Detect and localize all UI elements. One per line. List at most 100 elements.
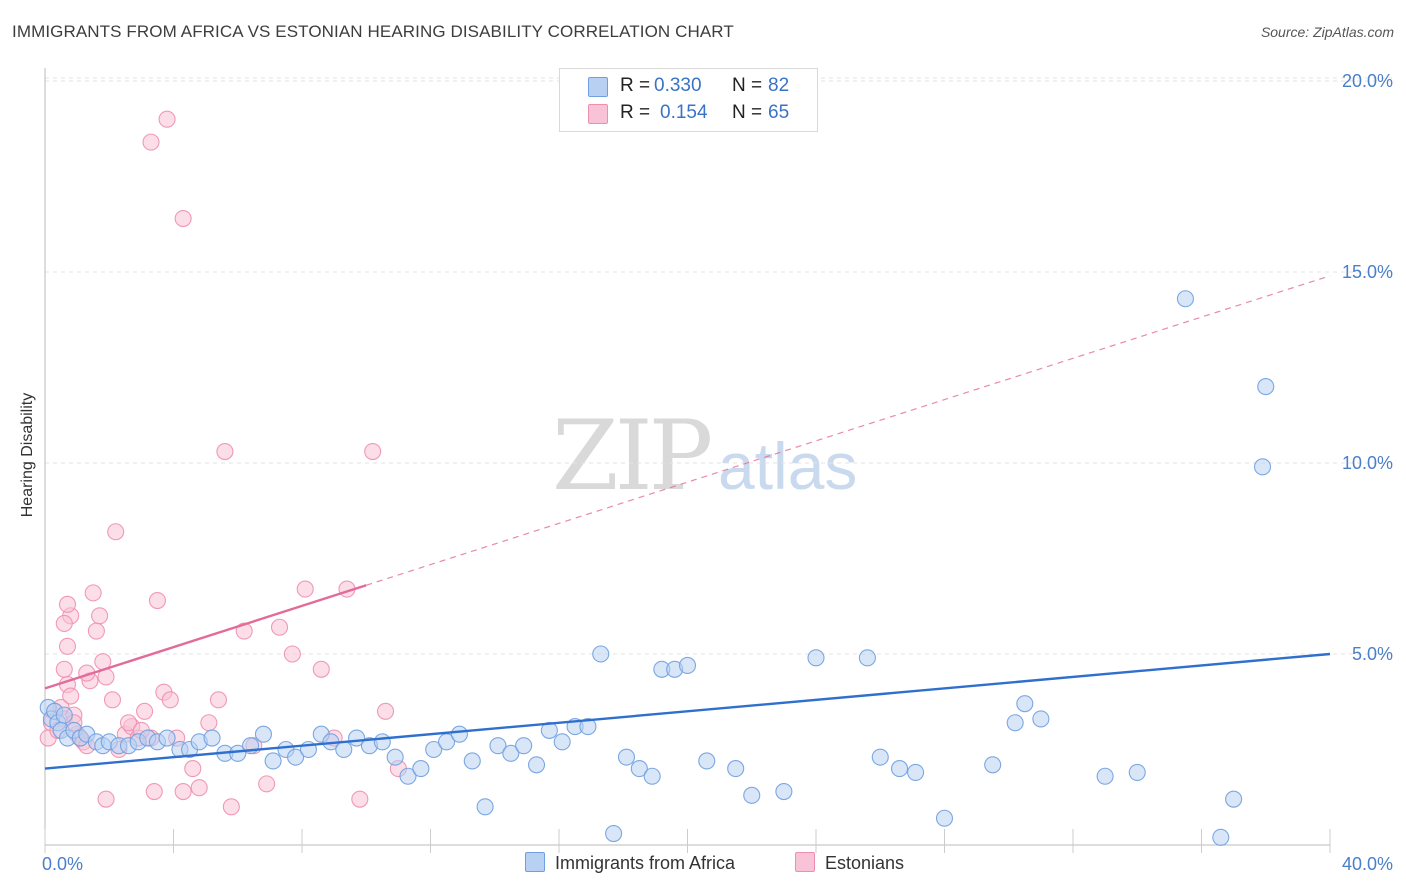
legend-item-estonians: Estonians (795, 852, 904, 876)
estonian-point (200, 714, 218, 732)
africa-point (1032, 710, 1050, 728)
estonian-point (216, 442, 234, 461)
africa-point (373, 733, 391, 751)
africa-point (871, 748, 889, 766)
y-tick-label: 10.0% (1342, 453, 1393, 473)
africa-point (1225, 790, 1243, 808)
y-tick-label: 5.0% (1352, 644, 1393, 664)
estonian-point (174, 782, 192, 801)
africa-point (1016, 695, 1034, 713)
africa-point (425, 740, 443, 759)
africa-point (412, 760, 430, 778)
estonian-point (364, 442, 382, 461)
africa-point (678, 656, 697, 675)
chart-title: IMMIGRANTS FROM AFRICA VS ESTONIAN HEARI… (12, 22, 734, 41)
estonian-point (376, 702, 395, 720)
estonian-point (190, 779, 208, 797)
legend-swatch-estonians (795, 852, 815, 872)
africa-point (1257, 378, 1275, 396)
y-tick-label: 20.0% (1342, 71, 1393, 91)
africa-point (617, 748, 636, 766)
x-tick-label: 0.0% (42, 854, 83, 874)
africa-point (775, 782, 793, 801)
legend-r-label: R = (620, 102, 651, 123)
estonian-point (103, 691, 122, 709)
estonian-point (107, 523, 125, 541)
estonian-point (142, 133, 160, 151)
legend-swatch-africa (525, 852, 545, 872)
estonian-trendline-solid (44, 584, 367, 690)
africa-point (592, 645, 610, 663)
estonian-point (283, 645, 301, 663)
estonian-point (58, 637, 77, 655)
estonian-point (209, 691, 228, 709)
africa-point (579, 718, 597, 736)
estonian-point (97, 790, 115, 808)
africa-point (399, 767, 417, 785)
estonian-point (84, 584, 102, 602)
source-credit: Source: ZipAtlas.com (1260, 24, 1394, 40)
legend-label-africa: Immigrants from Africa (555, 853, 736, 873)
legend-n-label: N = (732, 102, 763, 123)
africa-point (515, 737, 533, 755)
africa-point (450, 725, 468, 743)
africa-point (1253, 458, 1272, 476)
africa-point (698, 752, 716, 770)
estonian-point (184, 760, 202, 778)
estonian-point (258, 775, 276, 793)
africa-point (203, 729, 221, 747)
estonian-point (55, 660, 73, 678)
estonian-point (158, 110, 176, 128)
africa-point (254, 725, 273, 743)
estonian-point (62, 687, 80, 705)
legend-r-value: 0.330 (654, 75, 702, 96)
africa-point (476, 798, 494, 816)
africa-point (807, 649, 825, 667)
stats-legend: R = 0.330 N = 82 R = 0.154 N = 65 (559, 68, 818, 132)
legend-swatch-blue (588, 77, 608, 97)
africa-point (540, 721, 558, 739)
y-tick-label: 15.0% (1342, 262, 1393, 282)
africa-trendline (44, 652, 1331, 770)
africa-point (1006, 714, 1024, 732)
africa-point (1212, 828, 1230, 846)
africa-point (643, 767, 661, 785)
estonian-point (235, 622, 253, 640)
africa-point (1176, 290, 1194, 308)
africa-point (984, 756, 1002, 774)
estonian-point (351, 790, 369, 808)
africa-point (489, 737, 507, 755)
estonian-point (55, 614, 73, 632)
africa-point (743, 786, 761, 804)
estonian-point (148, 591, 166, 610)
legend-r-label: R = (620, 75, 651, 96)
estonian-point (312, 660, 330, 678)
legend-r-value: 0.154 (660, 102, 708, 123)
africa-point (630, 760, 648, 778)
watermark-zip: ZIP (552, 400, 713, 512)
estonian-point (119, 714, 138, 732)
africa-point (335, 740, 353, 759)
africa-point (55, 706, 73, 724)
africa-point (727, 760, 745, 778)
africa-point (502, 744, 520, 762)
estonian-trendline-dashed (366, 275, 1331, 586)
legend-n-label: N = (732, 75, 763, 96)
estonian-point (145, 782, 163, 801)
africa-point (553, 733, 571, 751)
legend-n-value: 65 (768, 102, 790, 123)
estonian-point (87, 622, 105, 640)
africa-point (890, 760, 909, 778)
legend-item-africa: Immigrants from Africa (525, 852, 735, 876)
africa-point (1096, 767, 1114, 785)
estonian-point (270, 618, 289, 636)
estonian-point (222, 798, 240, 816)
estonian-point (58, 595, 77, 613)
watermark-atlas: atlas (718, 429, 858, 503)
estonian-point (136, 702, 154, 720)
legend-label-estonians: Estonians (825, 853, 905, 873)
estonian-point (174, 209, 192, 228)
legend-swatch-pink (588, 104, 608, 124)
africa-point (463, 752, 481, 770)
x-tick-label: 40.0% (1342, 854, 1393, 874)
